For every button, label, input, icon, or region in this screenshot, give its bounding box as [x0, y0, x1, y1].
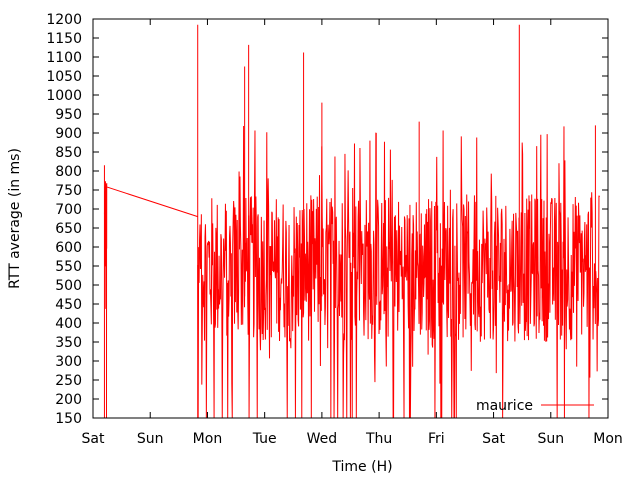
y-tick-label: 850 [55, 145, 82, 161]
series-trace [197, 125, 600, 419]
legend-label-maurice: maurice [476, 398, 533, 414]
y-tick-label: 300 [55, 354, 82, 370]
y-tick-label: 450 [55, 297, 82, 313]
y-tick-label: 250 [55, 373, 82, 389]
x-tick-label: Sun [137, 431, 164, 447]
y-tick-label: 1150 [46, 31, 82, 47]
y-tick-label: 350 [55, 335, 82, 351]
x-tick-label: Sat [82, 431, 105, 447]
x-tick-label: Sat [482, 431, 505, 447]
plot-frame [92, 18, 609, 419]
x-tick-label: Thu [365, 431, 392, 447]
y-tick-label: 1050 [46, 69, 82, 85]
series-maurice [103, 24, 600, 419]
legend: maurice [476, 398, 594, 414]
y-tick-label: 200 [55, 392, 82, 408]
y-tick-label: 750 [55, 183, 82, 199]
x-tick-label: Fri [428, 431, 445, 447]
ticks-group: 150 200 250 300 350 400 450 500 550 600 650 700 750 8… [46, 12, 622, 447]
y-tick-label: 900 [55, 126, 82, 142]
x-axis-label: Time (H) [331, 459, 392, 475]
y-tick-label: 500 [55, 278, 82, 294]
x-tick-label: Tue [252, 431, 277, 447]
y-axis-label: RTT average (in ms) [7, 148, 23, 289]
y-tick-label: 400 [55, 316, 82, 332]
y-tick-label: 800 [55, 164, 82, 180]
y-tick-label: 550 [55, 259, 82, 275]
y-tick-label: 150 [55, 411, 82, 427]
x-tick-label: Wed [307, 431, 338, 447]
y-tick-label: 700 [55, 202, 82, 218]
y-tick-label: 1000 [46, 88, 82, 104]
series-connector [106, 186, 198, 218]
y-tick-label: 950 [55, 107, 82, 123]
y-tick-label: 1100 [46, 50, 82, 66]
y-tick-label: 650 [55, 221, 82, 237]
x-tick-label: Sun [537, 431, 564, 447]
y-tick-label: 1200 [46, 12, 82, 28]
x-tick-label: Mon [193, 431, 223, 447]
y-tick-label: 600 [55, 240, 82, 256]
x-tick-label: Mon [593, 431, 623, 447]
